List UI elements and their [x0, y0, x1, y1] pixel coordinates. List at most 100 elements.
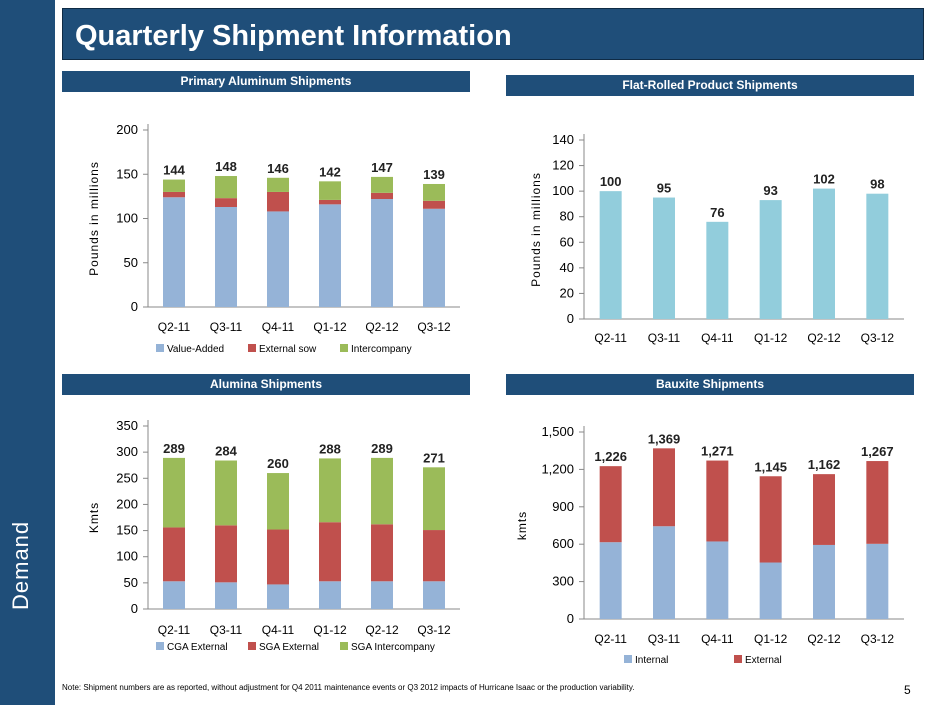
page-number: 5: [904, 683, 911, 697]
y-axis-label: Kmts: [87, 502, 101, 533]
x-tick-label: Q3-12: [417, 623, 451, 637]
bar-segment-shipments: [866, 193, 889, 319]
data-label: 271: [423, 450, 445, 465]
y-tick-label: 0: [567, 311, 574, 326]
bar-segment-internal: [599, 542, 622, 619]
legend-label: Intercompany: [351, 344, 412, 355]
bar-segment-intercompany: [267, 177, 289, 192]
x-tick-label: Q3-12: [861, 632, 895, 646]
legend-swatch: [624, 655, 632, 663]
bar-segment-external-sow: [163, 191, 185, 198]
y-tick-label: 150: [116, 166, 138, 181]
bar-segment-internal: [706, 541, 729, 619]
y-tick-label: 150: [116, 523, 138, 538]
x-tick-label: Q2-11: [594, 331, 627, 345]
data-label: 102: [813, 172, 835, 187]
bar-segment-sga-intercompany: [267, 473, 289, 530]
y-tick-label: 50: [124, 575, 138, 590]
data-label: 93: [763, 183, 777, 198]
legend-label: Internal: [635, 655, 668, 666]
data-label: 1,369: [648, 431, 681, 446]
bar-segment-intercompany: [215, 176, 237, 199]
legend-label: Value-Added: [167, 344, 224, 355]
data-label: 139: [423, 167, 445, 182]
y-tick-label: 20: [560, 285, 574, 300]
x-tick-label: Q2-12: [365, 623, 399, 637]
legend-label: External sow: [259, 344, 317, 355]
bar-segment-sga-external: [163, 527, 185, 582]
bar-segment-external-sow: [215, 198, 237, 207]
y-tick-label: 300: [116, 444, 138, 459]
x-tick-label: Q4-11: [262, 623, 295, 637]
section-header-bauxite: Bauxite Shipments: [506, 374, 914, 395]
x-tick-label: Q2-11: [594, 632, 627, 646]
bar-segment-cga-external: [319, 581, 341, 609]
y-tick-label: 50: [124, 255, 138, 270]
y-tick-label: 600: [552, 536, 574, 551]
x-tick-label: Q3-11: [648, 331, 681, 345]
x-tick-label: Q3-12: [861, 331, 895, 345]
section-header-primary: Primary Aluminum Shipments: [62, 71, 470, 92]
data-label: 95: [657, 181, 671, 196]
bar-segment-external: [599, 466, 622, 543]
bar-segment-external-sow: [423, 200, 445, 209]
bar-segment-sga-external: [319, 522, 341, 582]
y-tick-label: 100: [552, 183, 574, 198]
bar-segment-sga-external: [215, 525, 237, 583]
y-tick-label: 80: [560, 209, 574, 224]
data-label: 76: [710, 205, 724, 220]
y-tick-label: 0: [131, 601, 138, 616]
x-tick-label: Q4-11: [262, 320, 295, 334]
bar-segment-external-sow: [319, 199, 341, 205]
x-tick-label: Q1-12: [754, 331, 788, 345]
y-tick-label: 200: [116, 496, 138, 511]
x-tick-label: Q2-12: [365, 320, 399, 334]
legend-label: External: [745, 655, 782, 666]
bar-segment-external: [759, 476, 782, 563]
sidebar: Demand: [0, 0, 55, 705]
legend-label: SGA Intercompany: [351, 642, 435, 653]
y-tick-label: 300: [552, 574, 574, 589]
y-tick-label: 0: [567, 611, 574, 626]
x-tick-label: Q1-12: [313, 320, 347, 334]
bar-segment-external: [706, 460, 729, 542]
chart-alumina: 0 50 100 150 200 250 300 350 Kmts 289 Q2-11 284 Q3-1…: [87, 418, 460, 653]
chart-flat-rolled: 0 20 40 60 80 100 120 140 Pounds in millions 100 Q…: [529, 132, 904, 345]
data-label: 260: [267, 456, 289, 471]
data-label: 289: [371, 441, 393, 456]
data-label: 289: [163, 441, 185, 456]
bar-segment-external: [813, 474, 835, 545]
bar-segment-cga-external: [215, 582, 237, 609]
bar-segment-intercompany: [371, 176, 393, 193]
data-label: 147: [371, 160, 393, 175]
y-tick-label: 120: [552, 158, 574, 173]
bar-segment-external-sow: [267, 191, 289, 212]
data-label: 1,267: [861, 444, 894, 459]
chart-bauxite: 0 300 600 900 1,200 1,500 kmts 1,226 Q2-11 1,369 Q…: [515, 424, 904, 666]
y-tick-label: 250: [116, 470, 138, 485]
data-label: 142: [319, 164, 341, 179]
bar-segment-sga-intercompany: [423, 467, 445, 531]
legend-swatch: [340, 642, 348, 650]
data-label: 1,145: [754, 459, 787, 474]
x-tick-label: Q1-12: [313, 623, 347, 637]
bar-segment-intercompany: [423, 183, 445, 201]
chart-primary-aluminum: 0 50 100 150 200 Pounds in millions 144 Q2-11 14…: [87, 122, 460, 355]
data-label: 98: [870, 177, 884, 192]
data-label: 144: [163, 163, 185, 178]
bar-segment-value-added: [215, 206, 237, 307]
x-tick-label: Q2-12: [807, 331, 841, 345]
y-tick-label: 100: [116, 549, 138, 564]
data-label: 1,162: [808, 457, 841, 472]
legend-swatch: [734, 655, 742, 663]
y-tick-label: 0: [131, 299, 138, 314]
x-tick-label: Q3-11: [210, 623, 243, 637]
y-tick-label: 200: [116, 122, 138, 137]
bar-segment-sga-intercompany: [371, 457, 393, 525]
bar-segment-sga-external: [371, 524, 393, 582]
bar-segment-sga-external: [423, 530, 445, 582]
bar-segment-intercompany: [163, 179, 185, 192]
legend-label: SGA External: [259, 642, 319, 653]
legend-swatch: [248, 344, 256, 352]
bar-segment-sga-intercompany: [319, 458, 341, 523]
